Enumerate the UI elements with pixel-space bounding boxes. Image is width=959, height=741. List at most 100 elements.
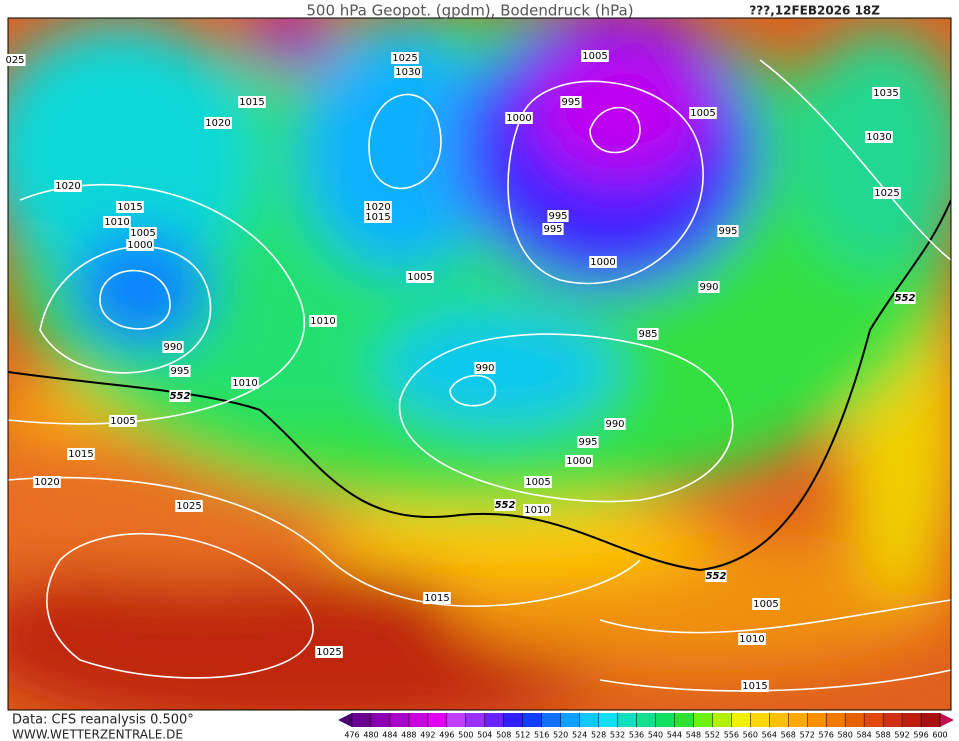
colorbar-swatch <box>864 713 884 727</box>
isobar-label: 1020 <box>365 202 390 213</box>
colorbar: 476 480 484 488 492 496 500 504 508 512 516 520 524 5… <box>338 713 954 740</box>
colorbar-tick-label: 572 <box>800 731 815 740</box>
label-box <box>698 281 720 293</box>
colorbar-tick-label: 584 <box>856 731 871 740</box>
label-box <box>4 54 26 66</box>
isobar-label: 1000 <box>127 240 152 251</box>
label-box <box>364 211 392 223</box>
isobar-label: 552 <box>170 391 191 402</box>
label-box <box>505 112 533 124</box>
label-box <box>524 476 552 488</box>
colorbar-swatch <box>389 713 410 727</box>
colorbar-tick-label: 484 <box>382 731 397 740</box>
label-box <box>231 377 259 389</box>
isobar-label: 1030 <box>866 132 891 143</box>
isobar-label: 1010 <box>104 217 129 228</box>
isobar-label: 552 <box>895 293 916 304</box>
colorbar-tick-label: 580 <box>838 731 853 740</box>
isobar-label: 1000 <box>566 456 591 467</box>
colorbar-swatch <box>465 713 486 727</box>
colorbar-tick-label: 564 <box>762 731 777 740</box>
isobar-label: 1035 <box>873 88 898 99</box>
isobar-label: 1010 <box>310 316 335 327</box>
isobar-label: 990 <box>699 282 718 293</box>
isobar-label: 1010 <box>739 634 764 645</box>
isobar-label: 1005 <box>753 599 778 610</box>
isobar-label: 1020 <box>205 118 230 129</box>
colorbar-tick-label: 556 <box>724 731 739 740</box>
isobar-label: 1010 <box>232 378 257 389</box>
isobar-label: 1015 <box>117 202 142 213</box>
colorbar-tick-label: 600 <box>932 731 947 740</box>
isobar-label: 995 <box>718 226 737 237</box>
colorbar-swatch <box>370 713 391 727</box>
colorbar-tick-label: 588 <box>875 731 890 740</box>
label-box <box>406 271 434 283</box>
isobar-label: 1030 <box>395 67 420 78</box>
colorbar-tick-label: 592 <box>894 731 909 740</box>
colorbar-tick-label: 568 <box>781 731 796 740</box>
colorbar-swatch <box>484 713 505 727</box>
colorbar-tick-label: 476 <box>344 731 359 740</box>
colorbar-swatch <box>883 713 903 727</box>
colorbar-tick-label: 524 <box>572 731 587 740</box>
colorbar-tick-label: 492 <box>420 731 435 740</box>
colorbar-swatch <box>921 713 941 727</box>
isobar-label: 990 <box>605 419 624 430</box>
colorbar-tick-label: 504 <box>477 731 492 740</box>
label-box <box>717 225 739 237</box>
isobar-label: 1020 <box>55 181 80 192</box>
isobar-label: 1000 <box>506 113 531 124</box>
isobar-label: 1025 <box>392 53 417 64</box>
isobar-label: 552 <box>706 571 727 582</box>
colorbar-tick-label: 488 <box>401 731 416 740</box>
colorbar-tick-label: 500 <box>458 731 473 740</box>
label-box <box>126 239 154 251</box>
label-box <box>238 96 266 108</box>
label-box <box>689 107 717 119</box>
colorbar-tick-label: 560 <box>743 731 758 740</box>
isobar-label: 1025 <box>874 188 899 199</box>
colorbar-tick-label: 516 <box>534 731 549 740</box>
colorbar-swatch <box>503 713 524 727</box>
isobar-label: 995 <box>578 437 597 448</box>
colorbar-swatch <box>598 713 619 727</box>
label-box <box>394 66 422 78</box>
isobar-label: 990 <box>163 342 182 353</box>
isobar-label: 1005 <box>130 228 155 239</box>
colorbar-swatch <box>807 713 827 727</box>
colorbar-tick-label: 576 <box>819 731 834 740</box>
isobar-label: 1005 <box>110 416 135 427</box>
label-box <box>560 96 582 108</box>
colorbar-swatch <box>446 713 467 727</box>
label-box <box>33 476 61 488</box>
label-box <box>705 570 727 582</box>
label-box <box>637 328 659 340</box>
label-box <box>129 227 157 239</box>
colorbar-swatch <box>408 713 429 727</box>
colorbar-swatch <box>731 713 751 727</box>
label-box <box>423 592 451 604</box>
label-box <box>169 365 191 377</box>
isobar-label: 1025 <box>316 647 341 658</box>
isobar-label: 552 <box>495 500 516 511</box>
colorbar-tick-label: 528 <box>591 731 606 740</box>
label-box <box>523 504 551 516</box>
colorbar-tick-label: 548 <box>686 731 701 740</box>
label-box <box>103 216 131 228</box>
colorbar-swatch <box>845 713 865 727</box>
isobar-label: 025 <box>5 55 24 66</box>
colorbar-arrow <box>338 713 352 727</box>
colorbar-tick-label: 480 <box>363 731 378 740</box>
colorbar-tick-label: 508 <box>496 731 511 740</box>
map-date: ???,12FEB2026 18Z <box>749 4 880 18</box>
label-box <box>364 201 392 213</box>
label-box <box>547 210 569 222</box>
colorbar-tick-label: 532 <box>610 731 625 740</box>
isobar-label: 995 <box>548 211 567 222</box>
label-box <box>604 418 626 430</box>
isobar-label: 995 <box>170 366 189 377</box>
isobar-label: 1010 <box>524 505 549 516</box>
colorbar-swatch <box>788 713 808 727</box>
